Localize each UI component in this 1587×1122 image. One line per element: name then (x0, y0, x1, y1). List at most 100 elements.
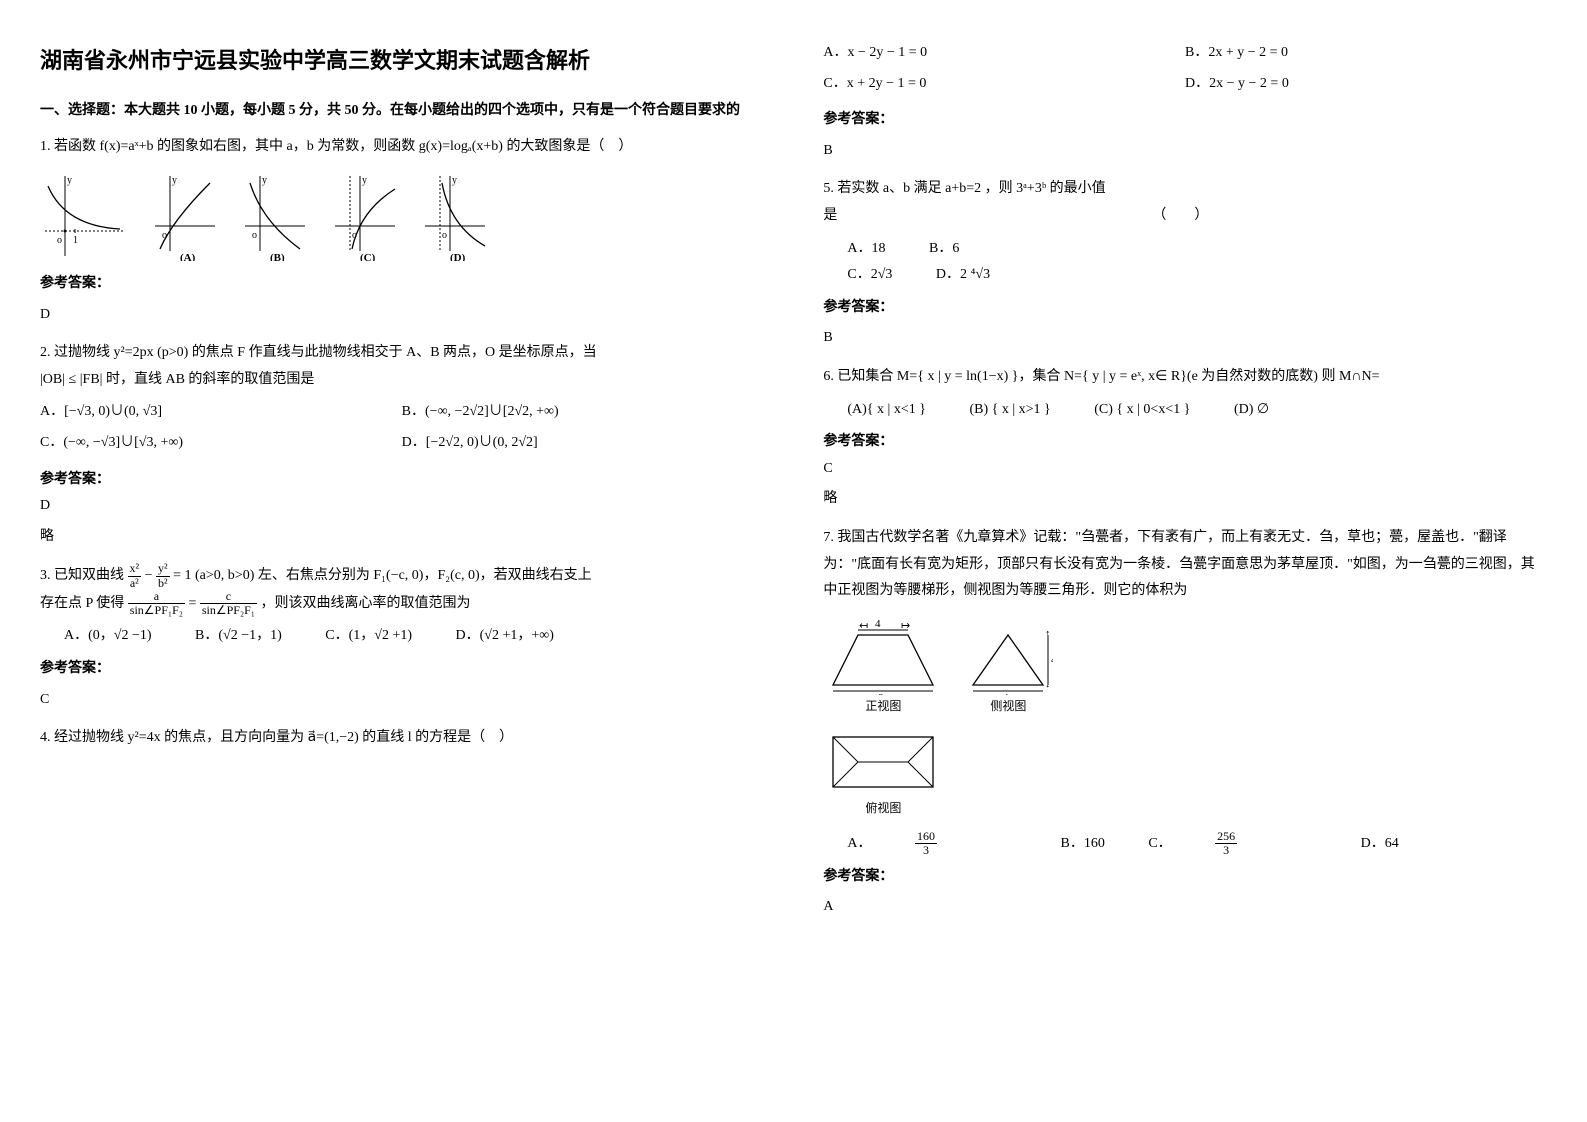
q2-c: 时，直线 AB 的斜率的取值范围是 (106, 372, 314, 387)
q5-b: ，则 (985, 181, 1017, 196)
svg-text:4: 4 (875, 618, 881, 630)
svg-text:(A): (A) (180, 252, 196, 261)
q4-ans: B (823, 138, 1546, 165)
svg-text:(C): (C) (360, 252, 376, 261)
q7-top-view: 俯视图 (823, 727, 1546, 820)
q4-optA: A．x − 2y − 1 = 0 (823, 40, 1185, 67)
q3-ans: C (40, 687, 763, 714)
svg-text:y: y (172, 175, 177, 186)
q3-optB: B．(√2 −1，1) (195, 623, 282, 650)
q2-a: 2. 过抛物线 (40, 345, 114, 360)
q4-optC: C．x + 2y − 1 = 0 (823, 71, 1185, 98)
q1-given-graph: y o 1 (40, 171, 130, 261)
q1-option-d-graph: y o (D) (420, 171, 490, 261)
q2-ans2: 略 (40, 524, 763, 551)
q1-expr2: g(x)=logₐ(x+b) (419, 139, 503, 154)
question-1: 1. 若函数 f(x)=aˣ+b 的图象如右图，其中 a，b 为常数，则函数 g… (40, 134, 763, 161)
q1-expr1: f(x)=aˣ+b (100, 139, 154, 154)
q5-a: 5. 若实数 a、b 满足 (823, 181, 945, 196)
q6-ans2: 略 (823, 486, 1546, 513)
q2-optA: A．[−√3, 0)∪(0, √3] (40, 399, 402, 426)
q5-cond: a+b=2 (945, 181, 981, 196)
q2-b: 的焦点 F 作直线与此抛物线相交于 A、B 两点，O 是坐标原点，当 (192, 345, 597, 360)
q3-optD: D．(√2 +1，+∞) (456, 623, 554, 650)
svg-text:o: o (352, 230, 357, 241)
q4-options: A．x − 2y − 1 = 0 B．2x + y − 2 = 0 C．x + … (823, 40, 1546, 101)
q5-optC: C．2√3 (847, 262, 892, 289)
q6-options: (A){ x | x<1 } (B) { x | x>1 } (C) { x |… (847, 397, 1546, 424)
svg-text:o: o (162, 230, 167, 241)
q2-cond: |OB| ≤ |FB| (40, 372, 102, 387)
q3-eq2: y²b² (156, 562, 170, 589)
svg-text:o: o (57, 235, 62, 246)
svg-text:(B): (B) (270, 252, 285, 261)
svg-text:1: 1 (73, 235, 78, 246)
svg-text:y: y (452, 175, 457, 186)
q1-ans: D (40, 302, 763, 329)
svg-text:↦: ↦ (901, 620, 910, 632)
question-3: 3. 已知双曲线 x²a² − y²b² = 1 (a>0, b>0) 左、右焦… (40, 562, 763, 617)
q1-option-a-graph: y o (A) (150, 171, 220, 261)
svg-text:y: y (67, 175, 72, 186)
q7-optA: A． 1603 (847, 830, 1017, 858)
q5-expr: 3ᵃ+3ᵇ (1016, 181, 1046, 196)
q5-optD: D．2 ⁴√3 (936, 262, 990, 289)
q6-set1: x | y = ln(1−x) (927, 369, 1008, 384)
q4-optD: D．2x − y − 2 = 0 (1185, 71, 1547, 98)
q6-b: }，集合 N={ (1012, 369, 1089, 384)
svg-text:(D): (D) (450, 252, 466, 261)
q1-figures: y o 1 y o (A) y o (B) y (40, 171, 763, 261)
q7-ans: A (823, 894, 1546, 921)
q7-top-label: 俯视图 (823, 797, 943, 820)
svg-text:↑: ↑ (1045, 628, 1051, 640)
q3-a: 3. 已知双曲线 (40, 568, 128, 583)
q2-options: A．[−√3, 0)∪(0, √3] B．(−∞, −2√2]∪[2√2, +∞… (40, 399, 763, 460)
q5-c: 的最小值 (1050, 181, 1106, 196)
q7-views: 4 8 ↤↦ 正视图 4 4 ↑↓ 侧视图 (823, 615, 1546, 718)
q7-optD: D．64 (1361, 831, 1399, 858)
svg-text:o: o (442, 230, 447, 241)
q4-vec: a⃗=(1,−2) (308, 730, 359, 745)
q7-side-label: 侧视图 (963, 695, 1053, 718)
q4-expr: y²=4x (128, 730, 161, 745)
q5-options: A．18 B．6 C．2√3 D．2 ⁴√3 (847, 236, 1546, 289)
q3-optC: C．(1，√2 +1) (325, 623, 412, 650)
q7-optB: B．160 (1060, 831, 1104, 858)
q6-a: 6. 已知集合 M={ (823, 369, 924, 384)
q3-ans-label: 参考答案： (40, 656, 763, 683)
svg-text:y: y (262, 175, 267, 186)
q2-expr: y²=2px (p>0) (114, 345, 189, 360)
q6-optB: (B) { x | x>1 } (969, 397, 1050, 424)
q3-eq: x²a² (128, 562, 142, 589)
q4-b: 的焦点，且方向向量为 (164, 730, 308, 745)
section-heading: 一、选择题：本大题共 10 小题，每小题 5 分，共 50 分。在每小题给出的四… (40, 98, 763, 125)
question-4-stem: 4. 经过抛物线 y²=4x 的焦点，且方向向量为 a⃗=(1,−2) 的直线 … (40, 725, 763, 752)
q1-option-b-graph: y o (B) (240, 171, 310, 261)
q5-ans: B (823, 325, 1546, 352)
q3-optA: A．(0，√2 −1) (64, 623, 152, 650)
q4-a: 4. 经过抛物线 (40, 730, 128, 745)
q7-side-view: 4 4 ↑↓ 侧视图 (963, 615, 1053, 718)
q6-optD: (D) ∅ (1234, 397, 1269, 424)
question-5: 5. 若实数 a、b 满足 a+b=2 ，则 3ᵃ+3ᵇ 的最小值 是 （ ） (823, 176, 1546, 229)
q2-ans-label: 参考答案： (40, 467, 763, 494)
q5-optA: A．18 (847, 236, 885, 263)
q6-set2: y | y = eˣ, x∈ (1092, 369, 1167, 384)
svg-text:↤: ↤ (859, 620, 868, 632)
q6-optC: (C) { x | 0<x<1 } (1094, 397, 1190, 424)
left-column: 湖南省永州市宁远县实验中学高三数学文期末试题含解析 一、选择题：本大题共 10 … (40, 40, 763, 933)
q4-c: 的直线 l 的方程是（ ） (362, 730, 513, 745)
q1-option-c-graph: y o (C) (330, 171, 400, 261)
q3-frac-left: asin∠PF₁F₂ (128, 590, 185, 617)
q4-ans-label: 参考答案： (823, 107, 1546, 134)
question-2: 2. 过抛物线 y²=2px (p>0) 的焦点 F 作直线与此抛物线相交于 A… (40, 340, 763, 393)
q7-ans-label: 参考答案： (823, 864, 1546, 891)
q2-optD: D．[−2√2, 0)∪(0, 2√2] (402, 430, 764, 457)
q6-ans-label: 参考答案： (823, 429, 1546, 456)
q3-c: 存在点 P 使得 (40, 596, 128, 611)
svg-text:↓: ↓ (1045, 678, 1051, 690)
q2-ans: D (40, 493, 763, 520)
q7-optC: C． 2563 (1148, 830, 1317, 858)
q4-optB: B．2x + y − 2 = 0 (1185, 40, 1547, 67)
q5-optB: B．6 (929, 236, 959, 263)
